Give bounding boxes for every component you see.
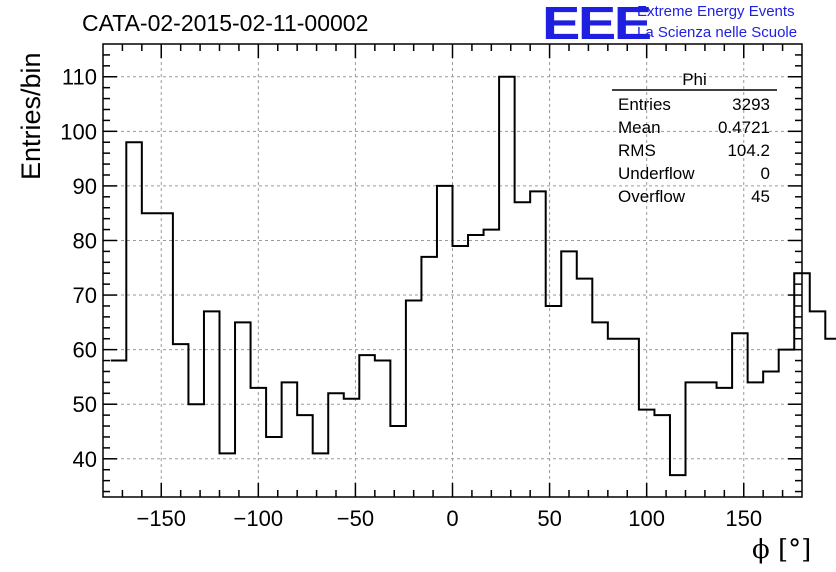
histogram-bin	[126, 142, 142, 497]
stats-label: Underflow	[618, 164, 695, 183]
histogram-bin	[701, 382, 717, 497]
histogram-bin	[344, 399, 360, 497]
histogram-bin	[546, 306, 562, 497]
histogram-bin	[654, 415, 670, 497]
histogram-layer	[110, 75, 836, 497]
histogram-bin	[717, 388, 733, 497]
stats-label: RMS	[618, 141, 656, 160]
stats-value: 3293	[732, 95, 770, 114]
histogram-bin	[220, 453, 236, 497]
y-tick-label: 40	[73, 447, 97, 472]
y-tick-label: 70	[73, 283, 97, 308]
histogram-bin	[157, 213, 173, 497]
y-tick-label: 80	[73, 228, 97, 253]
histogram-bin	[484, 230, 500, 497]
x-tick-label: 100	[628, 506, 665, 531]
histogram-bin	[406, 301, 422, 497]
histogram-bin	[763, 371, 779, 497]
stats-box: Phi Entries 3293 Mean 0.4721 RMS 104.2 Underflo…	[612, 70, 777, 206]
histogram-outline	[110, 75, 836, 477]
histogram-bin	[390, 426, 406, 497]
histogram-bin	[592, 322, 608, 497]
histogram-bin	[328, 393, 344, 497]
histogram-bin	[142, 213, 158, 497]
stats-label: Mean	[618, 118, 661, 137]
histogram-bin	[779, 350, 795, 497]
y-tick-label: 60	[73, 338, 97, 363]
histogram-bin	[111, 361, 127, 497]
y-tick-label: 100	[60, 119, 97, 144]
histogram-bin	[375, 361, 391, 497]
histogram-bin	[561, 251, 577, 497]
histogram-bin	[623, 339, 639, 497]
histogram-bin	[825, 339, 836, 497]
histogram-bin	[453, 246, 469, 497]
histogram-bin	[437, 186, 453, 497]
ticks-layer: −150 −100 −50 0 50 100 150 40 50 60 70 80 90 100 110	[60, 44, 802, 531]
x-tick-label: 50	[537, 506, 561, 531]
histogram-bin	[251, 388, 267, 497]
histogram-bin	[173, 344, 189, 497]
eee-logo: EEE	[542, 0, 652, 49]
histogram-bin	[421, 257, 437, 497]
x-tick-label: −150	[136, 506, 186, 531]
histogram-bin	[608, 339, 624, 497]
histogram-bin	[468, 235, 484, 497]
y-tick-label: 50	[73, 392, 97, 417]
stats-title: Phi	[682, 70, 707, 89]
x-tick-label: 150	[725, 506, 762, 531]
histogram-bin	[188, 404, 204, 497]
x-axis-label: ϕ [°]	[752, 535, 812, 565]
x-tick-label: −100	[234, 506, 284, 531]
stats-value: 0.4721	[718, 118, 770, 137]
histogram-bin	[313, 453, 329, 497]
histogram-bin	[748, 382, 764, 497]
stats-label: Overflow	[618, 187, 686, 206]
stats-value: 0	[761, 164, 770, 183]
histogram-bin	[282, 382, 298, 497]
stats-value: 104.2	[727, 141, 770, 160]
histogram-bin	[499, 77, 515, 497]
logo-line-2: La Scienza nelle Scuole	[637, 24, 798, 41]
histogram-bin	[686, 382, 702, 497]
histogram-bin	[235, 322, 251, 497]
stats-label: Entries	[618, 95, 671, 114]
histogram-bin	[530, 191, 546, 497]
histogram-bin	[577, 279, 593, 497]
histogram-bin	[297, 415, 313, 497]
y-tick-label: 110	[62, 65, 97, 90]
x-tick-label: −50	[337, 506, 374, 531]
chart-title: CATA-02-2015-02-11-00002	[82, 10, 369, 36]
y-tick-label: 90	[73, 174, 97, 199]
histogram-bin	[670, 475, 686, 497]
histogram-bin	[266, 437, 282, 497]
histogram-bin	[515, 202, 531, 497]
histogram-bin	[810, 311, 826, 497]
histogram-bin	[204, 311, 220, 497]
histogram-bin	[359, 355, 375, 497]
x-tick-label: 0	[446, 506, 458, 531]
histogram-bin	[732, 333, 748, 497]
stats-value: 45	[751, 187, 770, 206]
logo-line-1: Extreme Energy Events	[637, 3, 795, 20]
